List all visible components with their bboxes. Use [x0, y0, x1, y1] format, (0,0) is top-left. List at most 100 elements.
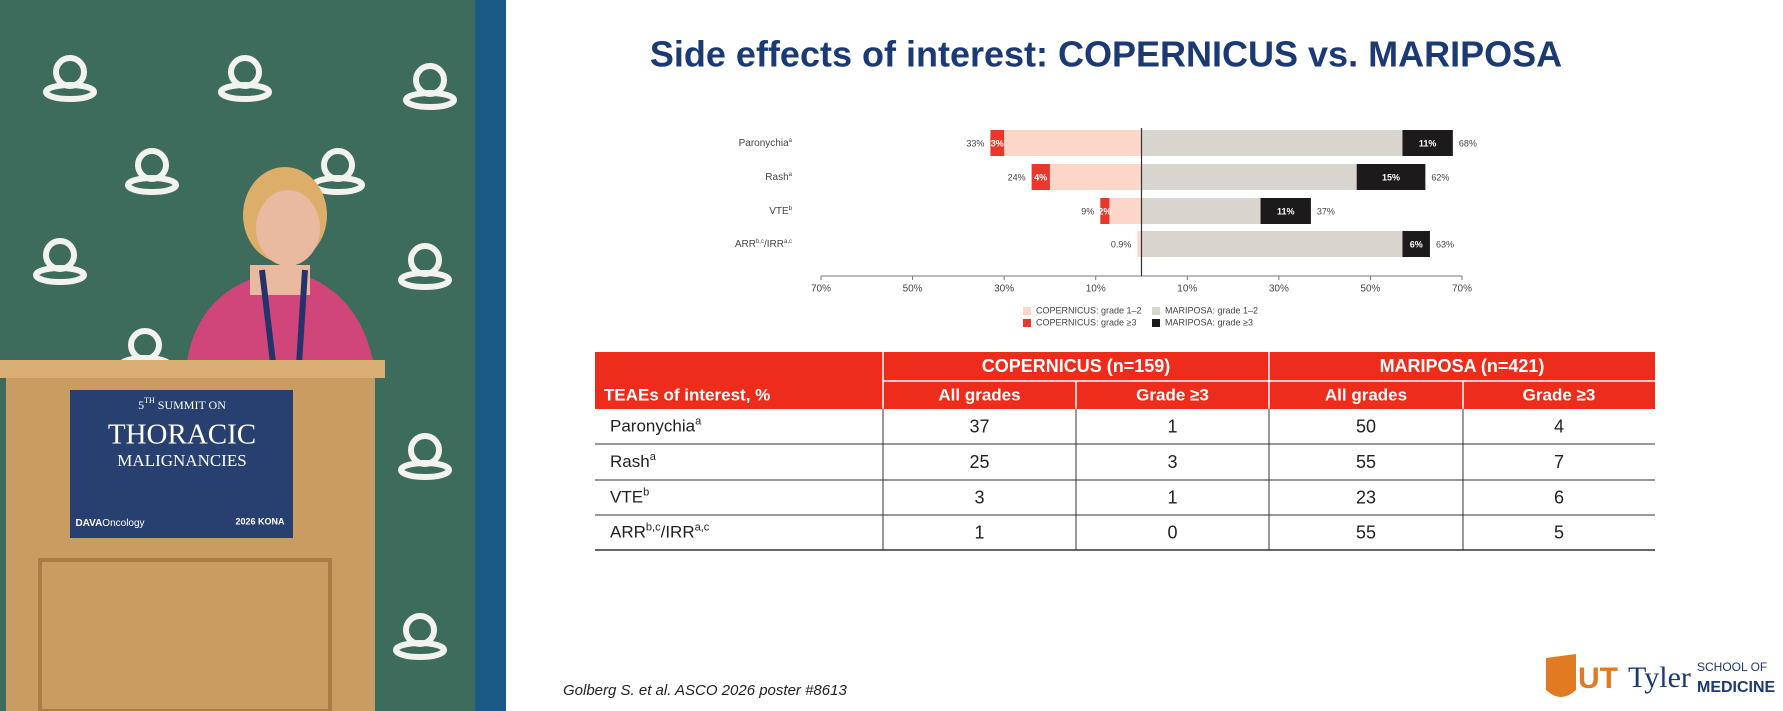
- legend-label: COPERNICUS: grade 1–2: [1036, 305, 1142, 315]
- total-label: 24%: [1008, 172, 1026, 182]
- data-label: 2%: [1098, 206, 1111, 216]
- superscript: a: [789, 138, 793, 144]
- slide-title: Side effects of interest: COPERNICUS vs.…: [650, 34, 1562, 75]
- superscript: a: [695, 415, 702, 427]
- bar-segment: [1137, 231, 1142, 257]
- table-cell: 55: [1356, 522, 1376, 542]
- category-label: VTEb: [769, 206, 792, 217]
- data-label: 4%: [1034, 172, 1047, 182]
- row-label: ARRb,c/IRRa,c: [610, 521, 710, 542]
- superscript: b: [643, 486, 649, 498]
- bar-segment: [1141, 231, 1403, 257]
- superscript: a,c: [784, 239, 792, 245]
- text-part: ARR: [735, 239, 756, 250]
- data-label: 6%: [1410, 239, 1423, 249]
- sign-subtitle: MALIGNANCIES: [117, 451, 246, 470]
- sign-edition: 5TH SUMMIT ON: [138, 396, 226, 411]
- bar-segment: [1402, 130, 1453, 156]
- legend-swatch: [1152, 319, 1160, 327]
- bar-segment: [1356, 164, 1426, 190]
- table-cell: 1: [1167, 416, 1177, 436]
- table-cell: 55: [1356, 452, 1376, 472]
- text-part: /IRR: [764, 239, 784, 250]
- superscript: a: [650, 451, 657, 463]
- sign-sponsor: DAVAOncology: [75, 518, 144, 529]
- frame-stripe: [475, 0, 506, 711]
- x-tick-label: 70%: [811, 284, 831, 295]
- x-tick-label: 10%: [1086, 284, 1106, 295]
- text-part: TH: [144, 396, 155, 405]
- row-label: Paronychiaa: [610, 415, 702, 436]
- data-label: 3%: [991, 138, 1004, 148]
- table-cell: 50: [1356, 416, 1376, 436]
- sign-title: THORACIC: [108, 419, 256, 451]
- table-cell: 0: [1167, 522, 1177, 542]
- total-label: 9%: [1081, 206, 1094, 216]
- text-part: SUMMIT ON: [155, 398, 226, 412]
- total-label: 63%: [1436, 239, 1454, 249]
- table-cell: 4: [1554, 416, 1564, 436]
- text-part: Oncology: [102, 518, 144, 529]
- x-tick-label: 50%: [1360, 284, 1380, 295]
- table-cell: 3: [1167, 452, 1177, 472]
- bar-segment: [1260, 198, 1311, 224]
- podium-sign: [70, 390, 293, 538]
- row-header: TEAEs of interest, %: [604, 385, 770, 404]
- sub-header: All grades: [938, 385, 1020, 404]
- logo-medicine: MEDICINE: [1697, 679, 1776, 696]
- podium-top: [0, 360, 385, 378]
- legend-label: MARIPOSA: grade ≥3: [1165, 317, 1253, 327]
- x-tick-label: 50%: [903, 284, 923, 295]
- table-cell: 6: [1554, 487, 1564, 507]
- superscript: b,c: [646, 521, 661, 533]
- text-part: Paronychia: [610, 417, 696, 436]
- text-part: VTE: [769, 206, 789, 217]
- podium-panel: [38, 558, 332, 711]
- text-part: Rash: [610, 452, 650, 471]
- category-label: Paronychiaa: [739, 138, 793, 149]
- bar-segment: [1004, 130, 1142, 156]
- logo: UT Tyler SCHOOL OF MEDICINE: [1546, 654, 1776, 697]
- table-cell: 1: [974, 522, 984, 542]
- sub-header: Grade ≥3: [1523, 385, 1596, 404]
- superscript: a: [789, 172, 793, 178]
- x-tick-label: 10%: [1177, 284, 1197, 295]
- data-label: 15%: [1382, 172, 1400, 182]
- sub-header: Grade ≥3: [1136, 385, 1209, 404]
- backdrop-logos: [33, 55, 457, 660]
- superscript: b: [789, 206, 793, 212]
- total-label: 37%: [1317, 206, 1335, 216]
- total-label: 33%: [966, 138, 984, 148]
- logo-name: Tyler: [1628, 661, 1691, 694]
- text-part: ARR: [610, 523, 646, 542]
- x-tick-label: 30%: [1269, 284, 1289, 295]
- bar-segment: [990, 130, 1005, 156]
- speaker: [185, 167, 375, 381]
- total-label: 0.9%: [1111, 239, 1132, 249]
- bar-segment: [1402, 231, 1430, 257]
- bar-segment: [1141, 164, 1357, 190]
- superscript: b,c: [756, 239, 764, 245]
- x-tick-label: 30%: [994, 284, 1014, 295]
- table-cell: 5: [1554, 522, 1564, 542]
- group-header: MARIPOSA (n=421): [1380, 356, 1545, 376]
- total-label: 62%: [1431, 172, 1449, 182]
- text-part: DAVA: [75, 518, 102, 529]
- legend-label: MARIPOSA: grade 1–2: [1165, 305, 1258, 315]
- bar-segment: [1100, 198, 1110, 224]
- bar-segment: [1109, 198, 1142, 224]
- sub-header: All grades: [1325, 385, 1407, 404]
- logo-school: SCHOOL OF: [1697, 660, 1767, 674]
- data-label: 11%: [1419, 138, 1437, 148]
- logo-shield: [1546, 654, 1576, 697]
- table-cell: 23: [1356, 487, 1376, 507]
- text-part: Rash: [765, 172, 788, 183]
- text-part: Paronychia: [739, 138, 789, 149]
- legend-swatch: [1152, 307, 1160, 315]
- text-part: VTE: [610, 488, 643, 507]
- text-part: /IRR: [661, 523, 695, 542]
- citation: Golberg S. et al. ASCO 2026 poster #8613: [563, 682, 847, 699]
- logo-mark: UT: [1578, 662, 1618, 695]
